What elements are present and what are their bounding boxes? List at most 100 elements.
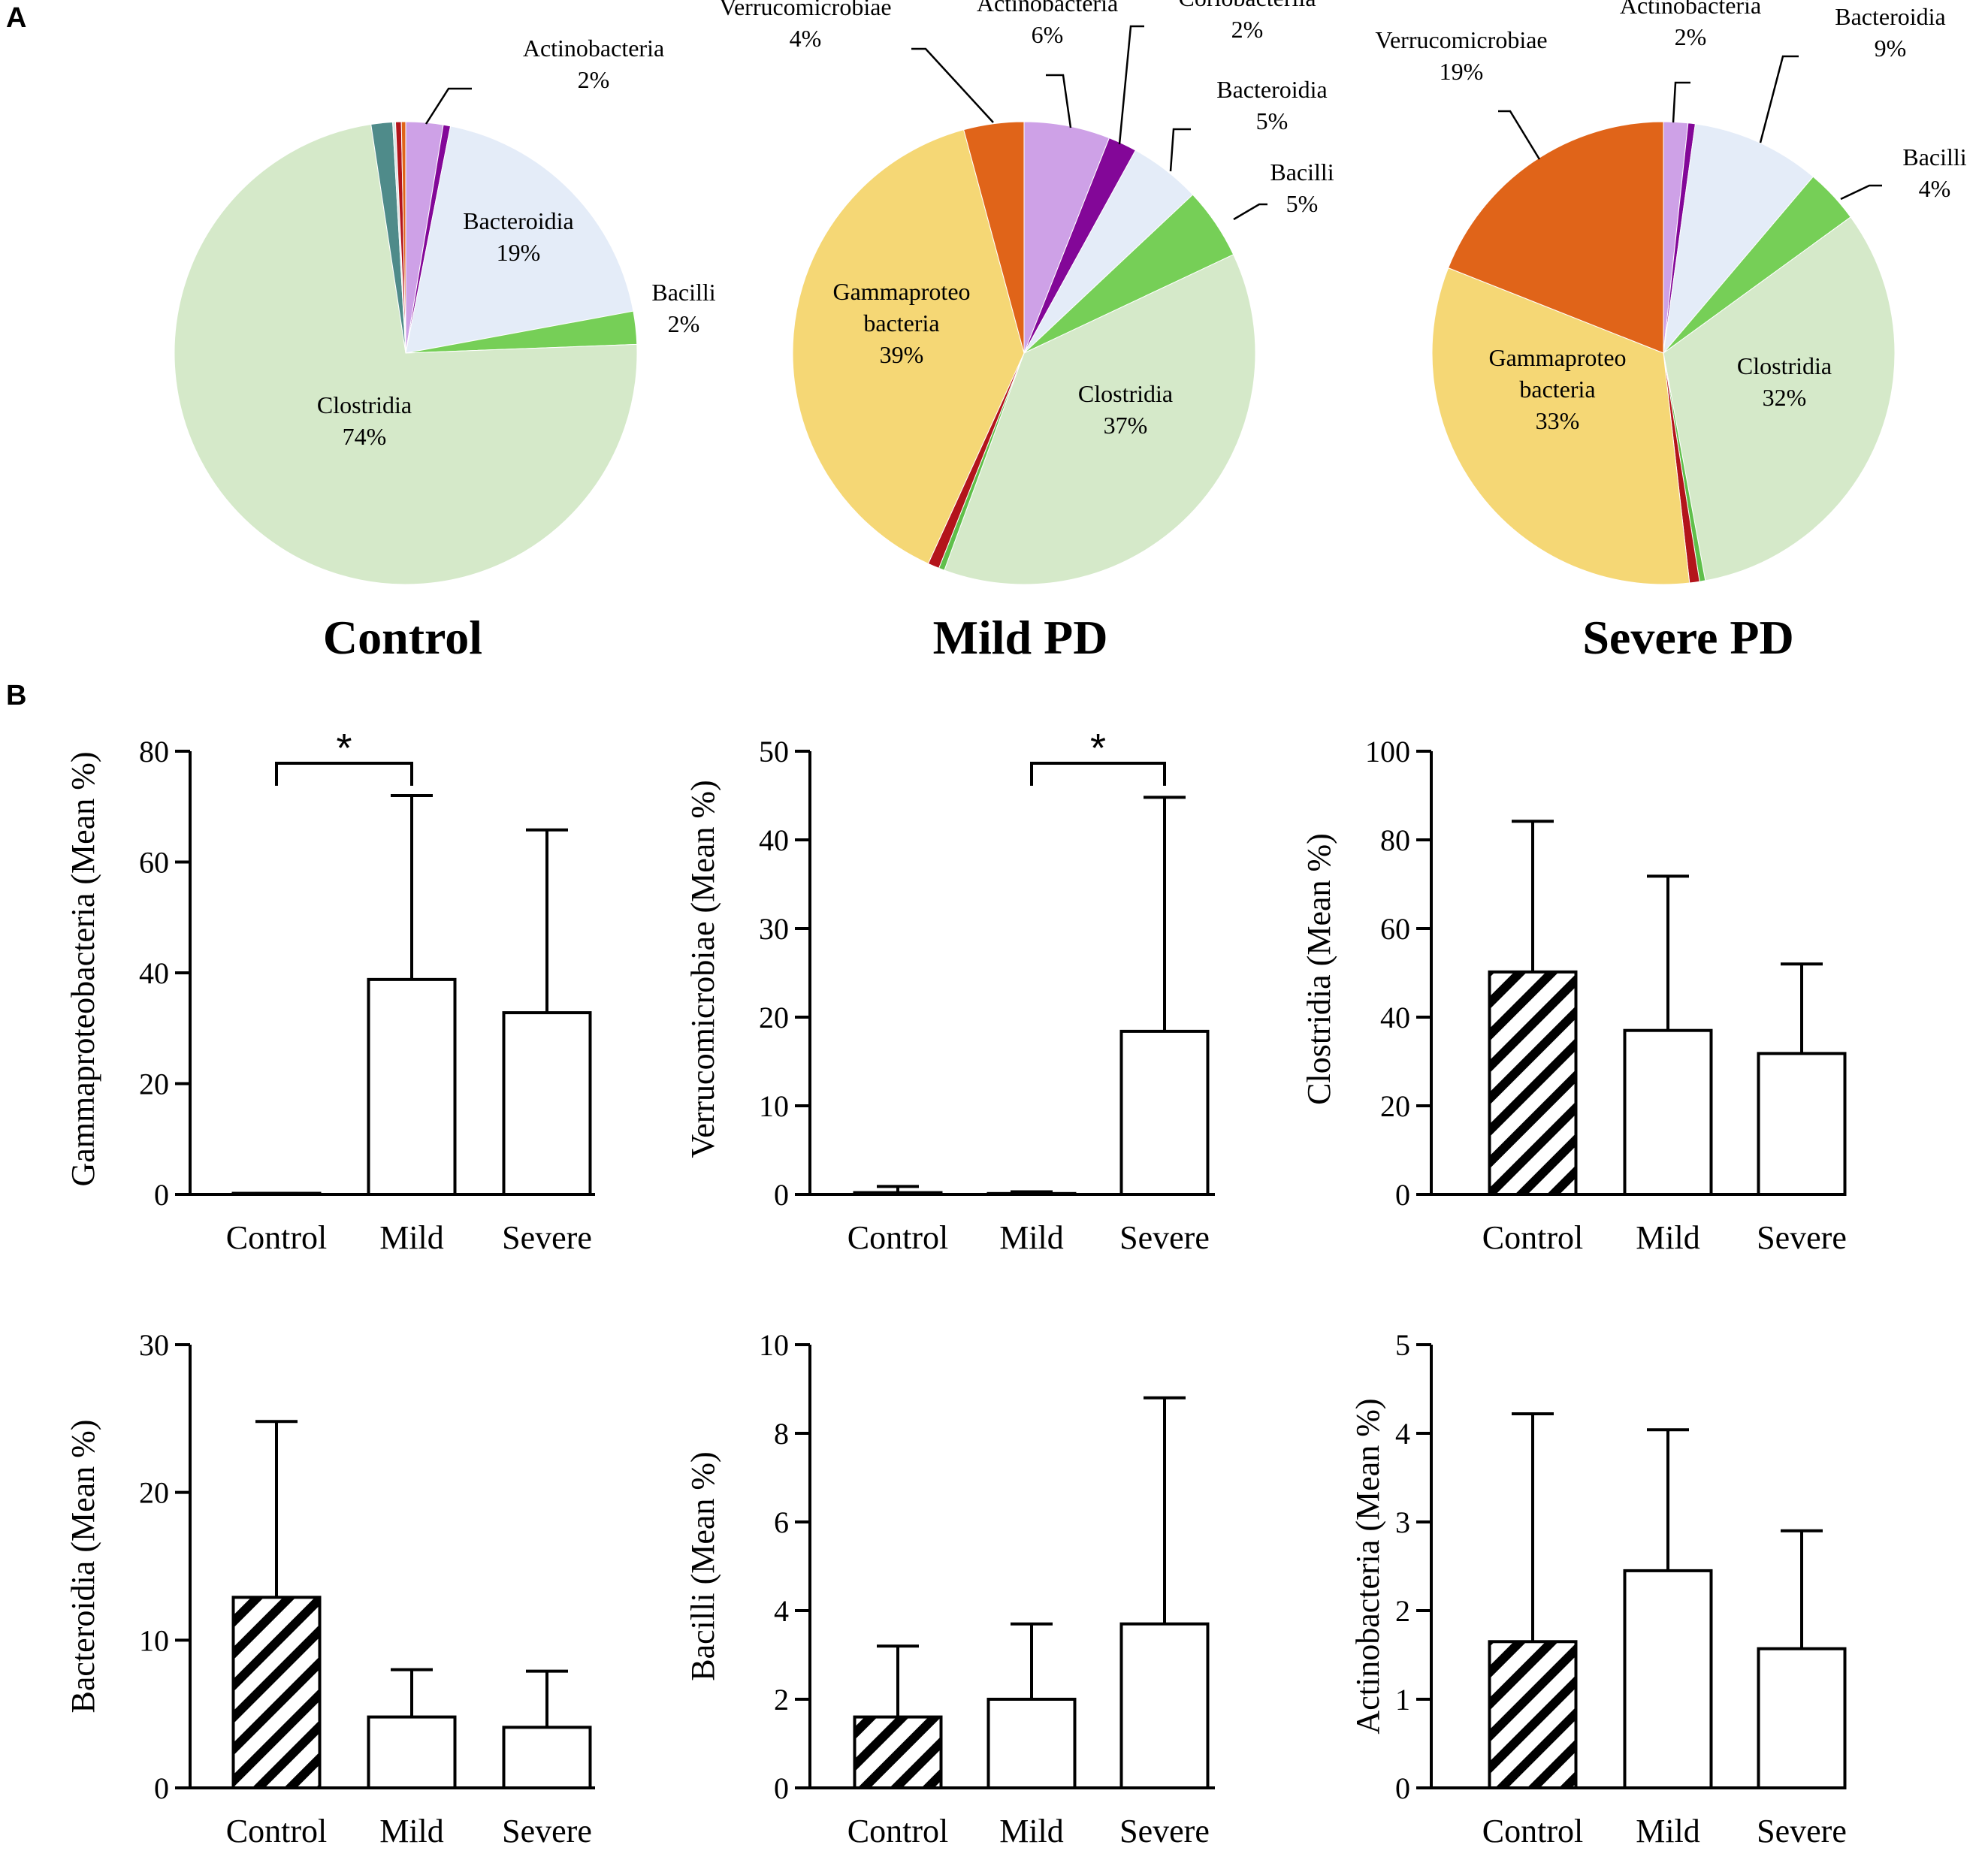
y-tick-label: 40 [139,956,169,990]
bar-control [1488,1640,1578,1790]
pie-label-clostridia: Clostridia [317,391,412,418]
pie-leader-line [1169,128,1191,172]
y-tick-label: 100 [1365,735,1410,768]
bar-control [853,1191,943,1197]
x-tick-label: Mild [379,1813,444,1849]
y-tick-label: 0 [774,1178,789,1212]
x-tick-label: Mild [379,1219,444,1256]
pie-leader-line [1118,25,1144,145]
pie-mild-pd: Actinobacteria 6% Coriobacteriia 2% Bacteroi… [719,0,1334,664]
y-tick-label: 8 [774,1417,789,1451]
x-tick-label: Mild [1636,1813,1700,1849]
pie-label-verrucomicrobiae: 19% [1440,58,1484,85]
pie-label-actinobacteria: Actinobacteria [1620,0,1761,19]
pie-leader-line [911,47,994,123]
x-tick-label: Control [226,1813,327,1849]
panel-letter-a: A [6,2,26,34]
bar-severe [1757,1052,1847,1196]
pie-slice-other-orange [400,121,406,354]
pie-title: Mild PD [933,611,1108,664]
pie-label-gammaproteobacteria: Gammaproteo [1488,344,1626,371]
bar-chart-verrucomicrobiae-mean: 0 10 20 30 40 50 Verrucomicrobiae (Mean %) Cont… [684,726,1215,1256]
y-tick-label: 4 [1395,1417,1410,1451]
x-tick-label: Mild [999,1813,1064,1849]
pie-label-coriobacteriia: 2% [1231,16,1264,43]
bar-severe [502,1726,592,1790]
pie-charts: Actinobacteria 2% Bacteroidia 19% Bacilli 2% C… [174,0,1967,664]
bar-chart-gammaproteobacteria-mean: 0 20 40 60 80 Gammaproteobacteria (Mean %) Con… [65,726,595,1256]
y-tick-label: 60 [1380,912,1410,946]
pie-label-verrucomicrobiae: Verrucomicrobiae [1375,26,1547,53]
panel-letter-b: B [6,680,26,711]
x-tick-label: Severe [1119,1219,1210,1256]
pie-label-clostridia: Clostridia [1078,380,1173,407]
y-tick-label: 6 [774,1505,789,1539]
pie-label-bacteroidia: Bacteroidia [1835,3,1945,30]
pie-severe-pd: Actinobacteria 2% Bacteroidia 9% Bacilli 4% Cl… [1375,0,1966,664]
x-tick-label: Control [226,1219,327,1256]
x-tick-label: Severe [1757,1813,1847,1849]
significance-bracket [275,762,413,786]
y-tick-label: 1 [1395,1683,1410,1717]
y-tick-label: 2 [1395,1594,1410,1628]
bar-mild [1623,1028,1713,1196]
bar-mild [1623,1569,1713,1789]
pie-label-gammaproteobacteria: bacteria [1519,376,1595,403]
pie-label-bacteroidia: Bacteroidia [1216,76,1327,103]
pie-label-gammaproteobacteria: 33% [1536,407,1580,434]
bar-severe [1757,1647,1847,1789]
pie-label-clostridia: 32% [1763,384,1807,411]
bar-mild [367,1715,457,1790]
pie-leader-line [1498,110,1541,160]
pie-label-gammaproteobacteria: 39% [880,341,924,368]
bar-severe [502,1011,592,1196]
y-tick-label: 10 [139,1623,169,1657]
pie-slice-gammaproteobacteria [792,129,1025,564]
pie-leader-line [1233,203,1267,221]
pie-label-bacilli: Bacilli [1270,159,1334,186]
bar-chart-bacilli-mean: 0 2 4 6 8 10 Bacilli (Mean %) Control Mild Severe [684,1328,1215,1849]
pie-label-clostridia: 74% [343,423,387,450]
bar-control [1488,970,1578,1196]
y-axis-label: Bacilli (Mean %) [684,1451,721,1680]
y-tick-label: 4 [774,1594,789,1628]
bar-mild [367,977,457,1196]
pie-label-actinobacteria: Actinobacteria [977,0,1118,17]
y-tick-label: 0 [774,1771,789,1805]
y-axis-label: Verrucomicrobiae (Mean %) [684,780,721,1158]
pie-label-bacteroidia: 19% [497,239,541,266]
y-axis-label: Bacteroidia (Mean %) [65,1420,101,1714]
x-tick-label: Severe [502,1813,592,1849]
significance-bracket [1030,762,1166,786]
pie-label-verrucomicrobiae: 4% [790,25,822,52]
pie-slice-bacteroidia [1663,123,1814,355]
bar-chart-actinobacteria-mean: 0 1 2 3 4 5 Actinobacteria (Mean %) Control Mild… [1349,1328,1847,1849]
y-tick-label: 60 [139,846,169,880]
pie-slice-clostridia [1663,216,1896,581]
y-tick-label: 5 [1395,1328,1410,1362]
pie-label-actinobacteria: Actinobacteria [523,35,664,62]
y-tick-label: 20 [139,1476,169,1510]
y-tick-label: 20 [139,1067,169,1101]
y-tick-label: 80 [139,735,169,768]
bar-severe [1119,1622,1210,1789]
pie-slice-bacteroidia [405,125,634,354]
y-tick-label: 3 [1395,1505,1410,1539]
pie-label-gammaproteobacteria: bacteria [863,310,939,337]
pie-label-actinobacteria: 2% [578,66,610,93]
bar-chart-bacteroidia-mean: 0 10 20 30 Bacteroidia (Mean %) Control Mild Se… [65,1328,595,1849]
y-tick-label: 0 [1395,1771,1410,1805]
pie-leader-line [1672,81,1690,123]
x-tick-label: Control [847,1813,948,1849]
pie-slice-clostridia [944,254,1256,585]
y-tick-label: 0 [154,1178,169,1212]
bar-control [853,1715,943,1790]
pie-label-bacilli: 4% [1919,175,1951,202]
pie-label-bacilli: Bacilli [1902,143,1966,171]
bar-control [231,1596,322,1790]
pie-label-bacteroidia: 9% [1875,35,1907,62]
pie-label-verrucomicrobiae: Verrucomicrobiae [719,0,891,20]
pie-leader-line [1046,74,1072,128]
y-tick-label: 30 [759,912,789,946]
